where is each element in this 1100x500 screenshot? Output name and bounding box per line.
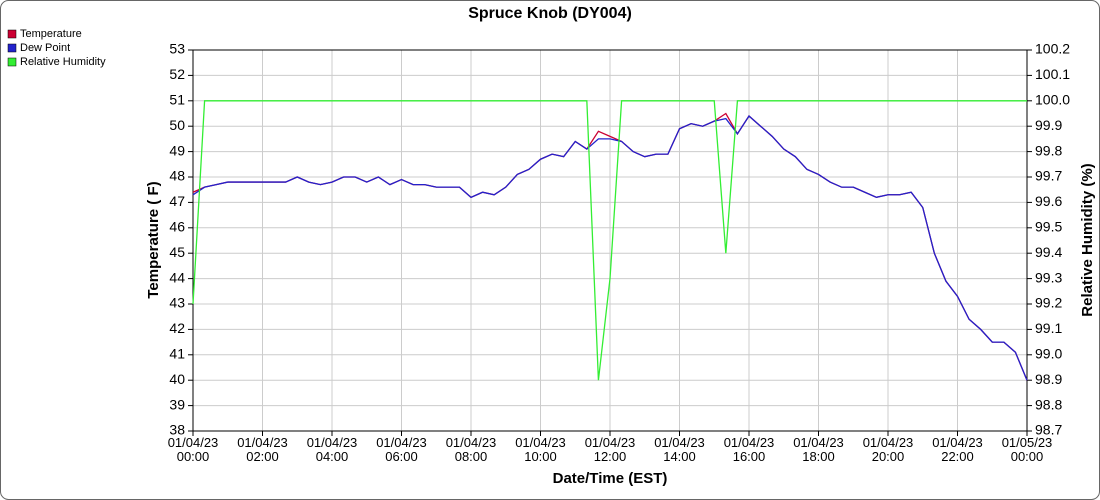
x-tick-label: 01/04/23 06:00	[376, 435, 427, 464]
y-tick-label: 39	[169, 396, 185, 412]
x-axis-label: Date/Time (EST)	[553, 470, 668, 487]
x-tick-label: 01/05/23 00:00	[1001, 435, 1053, 464]
y-tick-label: 50	[169, 117, 185, 133]
y-tick-label: 48	[169, 168, 185, 184]
y2-tick-label: 99.1	[1035, 320, 1062, 336]
x-tick-label: 01/04/23 18:00	[793, 435, 844, 464]
y2-tick-label: 98.8	[1035, 396, 1062, 412]
y2-tick-label: 99.4	[1035, 244, 1062, 260]
y-tick-label: 46	[169, 219, 185, 235]
legend-swatch	[7, 29, 17, 39]
x-tick-label: 01/04/23 16:00	[723, 435, 775, 464]
y-tick-label: 41	[169, 346, 185, 362]
y2-tick-label: 99.5	[1035, 219, 1062, 235]
legend-swatch	[7, 57, 17, 67]
y-tick-label: 52	[169, 66, 185, 82]
y2-tick-label: 98.7	[1035, 422, 1062, 438]
y2-tick-label: 98.9	[1035, 371, 1062, 387]
y2-tick-label: 99.9	[1035, 117, 1062, 133]
x-tick-label: 01/04/23 02:00	[237, 435, 288, 464]
y2-tick-label: 99.8	[1035, 142, 1062, 158]
x-tick-label: 01/04/23 12:00	[584, 435, 636, 464]
legend-label: Dew Point	[20, 42, 70, 54]
series-line	[192, 115, 1028, 381]
legend-label: Relative Humidity	[20, 56, 106, 68]
x-tick-label: 01/04/23 14:00	[654, 435, 705, 464]
y-axis-label: Temperature ( F)	[145, 181, 162, 298]
y-tick-label: 51	[169, 92, 185, 108]
y-tick-label: 43	[169, 295, 185, 311]
y-tick-label: 44	[169, 269, 185, 285]
x-tick-label: 01/04/23 04:00	[306, 435, 358, 464]
x-tick-label: 01/04/23 00:00	[167, 435, 219, 464]
y-tick-label: 49	[169, 142, 185, 158]
y-tick-label: 42	[169, 320, 185, 336]
plot-border	[192, 49, 1028, 432]
y2-tick-label: 99.6	[1035, 193, 1062, 209]
y2-tick-label: 100.1	[1035, 66, 1070, 82]
y2-tick-label: 99.3	[1035, 269, 1062, 285]
x-tick-label: 01/04/23 22:00	[932, 435, 983, 464]
series-line	[192, 100, 1027, 381]
y-tick-label: 53	[169, 41, 185, 57]
x-tick-label: 01/04/23 08:00	[445, 435, 497, 464]
y2-tick-label: 100.2	[1035, 41, 1070, 57]
y-tick-label: 47	[169, 193, 185, 209]
legend-swatch	[7, 43, 17, 53]
y2-axis-label: Relative Humidity (%)	[1079, 163, 1096, 316]
x-tick-label: 01/04/23 20:00	[862, 435, 914, 464]
y-tick-label: 38	[169, 422, 185, 438]
legend-label: Temperature	[20, 28, 82, 40]
chart-title: Spruce Knob (DY004)	[468, 5, 632, 22]
y-tick-label: 40	[169, 371, 185, 387]
y2-tick-label: 99.0	[1035, 346, 1062, 362]
x-tick-label: 01/04/23 10:00	[515, 435, 566, 464]
y2-tick-label: 100.0	[1035, 92, 1070, 108]
y-tick-label: 45	[169, 244, 185, 260]
y2-tick-label: 99.2	[1035, 295, 1062, 311]
y2-tick-label: 99.7	[1035, 168, 1062, 184]
